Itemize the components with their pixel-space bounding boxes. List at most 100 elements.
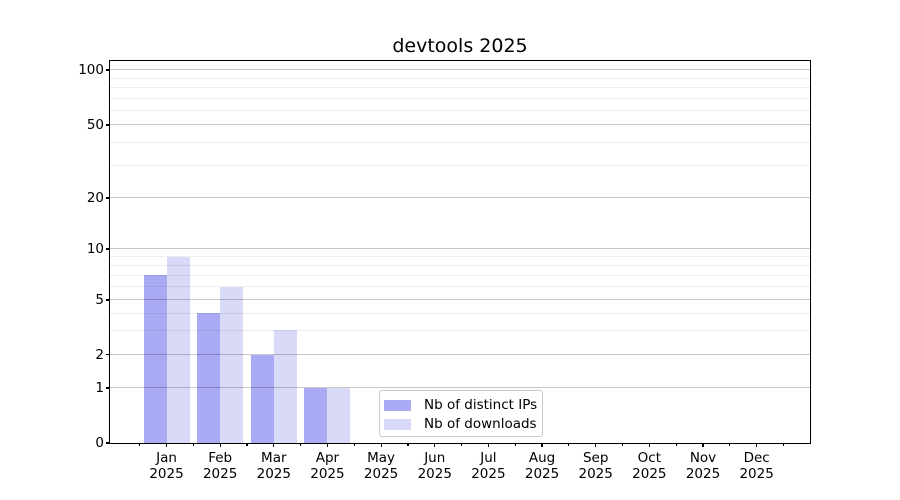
bar-downloads-feb [220, 286, 244, 443]
x-tick-mark [273, 443, 275, 448]
plot-area [110, 61, 810, 443]
x-minor-tick-mark [675, 443, 677, 446]
y-gridline-major [110, 248, 810, 250]
x-tick-label: Jan 2025 [134, 450, 200, 482]
x-tick-label-month: Sep [582, 450, 609, 466]
x-tick-mark [756, 443, 758, 448]
x-tick-label: Jun 2025 [402, 450, 468, 482]
x-tick-label: Sep 2025 [563, 450, 629, 482]
y-gridline-minor [110, 142, 810, 144]
y-gridline-major [110, 299, 810, 301]
bar-downloads-apr [327, 388, 351, 443]
x-tick-label: May 2025 [348, 450, 414, 482]
bar-downloads-mar [273, 330, 297, 443]
x-tick-label-year: 2025 [632, 466, 667, 482]
x-minor-tick-mark [246, 443, 248, 446]
x-tick-label-year: 2025 [149, 466, 184, 482]
x-tick-label: Mar 2025 [241, 450, 307, 482]
bar-distinct-ips-feb [197, 313, 221, 443]
y-tick-label: 2 [95, 346, 104, 363]
x-tick-mark [595, 443, 597, 448]
y-gridline-major [110, 124, 810, 126]
x-tick-label-month: Jun [424, 450, 446, 466]
x-minor-tick-mark [460, 443, 463, 446]
y-tick-label: 5 [95, 292, 104, 308]
x-tick-label: Aug 2025 [509, 450, 575, 482]
x-tick-label-month: May [367, 450, 396, 466]
x-tick-mark [165, 443, 168, 448]
y-tick-label: 20 [86, 190, 104, 206]
x-tick-label: Nov 2025 [670, 450, 736, 482]
y-tick-mark [105, 248, 110, 250]
y-tick-mark [105, 197, 110, 199]
x-tick-label: Feb 2025 [187, 450, 253, 482]
x-tick-label-month: Apr [315, 450, 340, 466]
x-tick-mark [219, 443, 221, 448]
y-tick-mark [105, 353, 110, 356]
x-tick-label-month: Jul [480, 450, 497, 466]
x-tick-label-month: Oct [637, 450, 662, 466]
bar-distinct-ips-mar [250, 354, 274, 443]
x-minor-tick-mark [568, 443, 570, 446]
x-tick-label-year: 2025 [417, 466, 452, 482]
y-gridline-minor [110, 97, 810, 99]
y-gridline-minor [110, 165, 810, 167]
y-tick-mark [105, 124, 110, 126]
bar-distinct-ips-jan [143, 275, 167, 443]
x-tick-label-year: 2025 [256, 466, 291, 482]
y-gridline-minor [110, 274, 810, 276]
y-gridline-major [110, 197, 810, 199]
x-tick-label-month: Nov [689, 450, 717, 466]
legend-item-distinct-ips: Nb of distinct IPs [384, 396, 538, 414]
x-tick-label-year: 2025 [471, 466, 506, 482]
x-tick-label: Dec 2025 [724, 450, 790, 482]
x-tick-label-month: Jan [156, 450, 177, 466]
x-tick-mark [326, 443, 329, 448]
y-gridline-major [110, 69, 810, 71]
x-tick-mark [648, 443, 650, 448]
x-tick-label-year: 2025 [578, 466, 613, 482]
y-gridline-minor [110, 286, 810, 288]
y-gridline-major [110, 353, 810, 355]
x-tick-label-year: 2025 [524, 466, 560, 482]
x-minor-tick-mark [407, 443, 409, 446]
x-tick-mark [380, 443, 382, 448]
x-tick-label-year: 2025 [363, 466, 399, 482]
x-tick-label-month: Mar [261, 450, 287, 466]
x-tick-label: Jul 2025 [455, 450, 521, 482]
x-minor-tick-mark [514, 443, 516, 446]
x-tick-label: Apr 2025 [294, 450, 360, 482]
x-tick-label: Oct 2025 [616, 450, 682, 482]
y-tick-mark [105, 442, 110, 444]
chart-title: devtools 2025 [392, 35, 528, 57]
x-tick-label-month: Feb [208, 450, 233, 466]
y-tick-label: 1 [95, 380, 104, 396]
y-gridline-minor [110, 256, 810, 258]
y-tick-mark [105, 69, 110, 71]
legend-label-downloads: Nb of downloads [424, 416, 537, 432]
x-minor-tick-mark [621, 443, 624, 446]
x-tick-label-year: 2025 [739, 466, 774, 482]
x-tick-label-month: Dec [743, 450, 770, 466]
bar-downloads-jan [166, 256, 190, 443]
x-tick-label-month: Aug [528, 450, 556, 466]
y-tick-label: 50 [86, 117, 104, 133]
y-gridline-minor [110, 77, 810, 79]
x-tick-mark [487, 443, 489, 448]
y-tick-mark [105, 387, 110, 389]
x-minor-tick-mark [729, 443, 731, 446]
x-tick-label-year: 2025 [310, 466, 345, 482]
bar-distinct-ips-apr [304, 388, 328, 443]
y-tick-mark [105, 299, 110, 301]
legend-item-downloads: Nb of downloads [384, 415, 538, 433]
legend: Nb of distinct IPs Nb of downloads [379, 390, 543, 437]
x-minor-tick-mark [353, 443, 355, 446]
legend-swatch-distinct-ips [384, 399, 411, 411]
x-tick-label-year: 2025 [685, 466, 721, 482]
x-minor-tick-mark [300, 443, 302, 446]
y-gridline-minor [110, 329, 810, 331]
x-tick-mark [702, 443, 704, 448]
x-minor-tick-mark [192, 443, 194, 446]
legend-label-distinct-ips: Nb of distinct IPs [424, 397, 538, 413]
